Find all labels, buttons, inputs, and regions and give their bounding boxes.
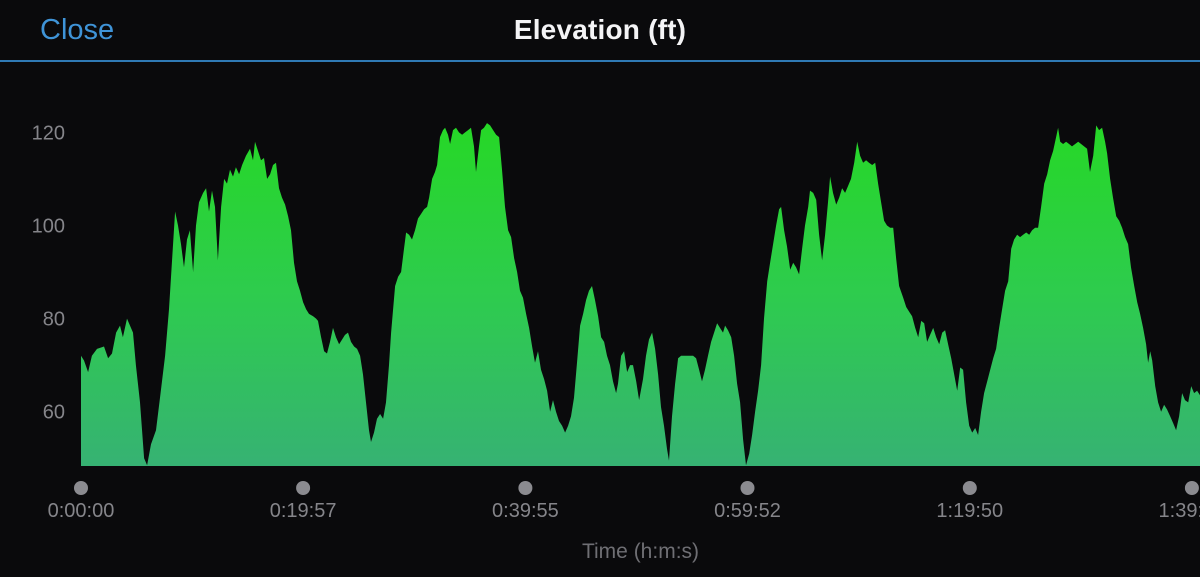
x-axis-title: Time (h:m:s) (581, 540, 700, 563)
x-axis-tick-label: 1:39:47 (1159, 500, 1200, 522)
x-axis-tick-label: 0:39:55 (492, 500, 559, 522)
x-axis-tick-dot (74, 481, 88, 495)
y-axis-tick-label: 80 (43, 309, 65, 331)
y-axis-tick-label: 120 (32, 122, 65, 144)
header-bar: Close Elevation (ft) (0, 0, 1200, 62)
y-axis-labels: 60 80 100 120 (32, 122, 65, 423)
y-axis-tick-label: 100 (32, 216, 65, 238)
x-axis-ticks: 0:00:00 0:19:57 0:39:55 0:59:52 1:19:50 1:39:… (48, 481, 1200, 522)
x-axis-tick-dot (296, 481, 311, 495)
x-axis-tick-label: 1:19:50 (936, 500, 1003, 522)
elevation-area-series (81, 123, 1200, 466)
close-button[interactable]: Close (40, 0, 114, 60)
x-axis-tick-dot (1184, 481, 1199, 495)
x-axis-tick-label: 0:00:00 (48, 500, 115, 522)
x-axis-tick-dot (740, 481, 755, 495)
x-axis-tick-dot (962, 481, 977, 495)
x-axis-tick-label: 0:59:52 (714, 500, 781, 522)
page-title: Elevation (ft) (513, 14, 687, 45)
x-axis-tick-dot (518, 481, 533, 495)
x-axis-tick-label: 0:19:57 (270, 500, 337, 522)
y-axis-tick-label: 60 (43, 402, 65, 424)
